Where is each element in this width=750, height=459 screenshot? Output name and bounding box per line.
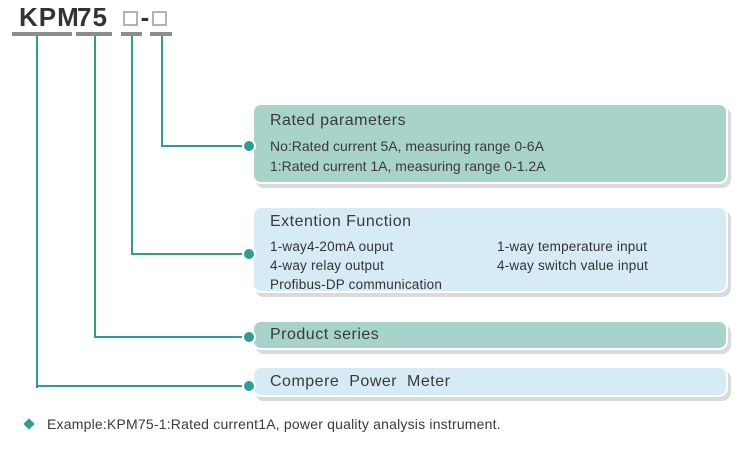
callout-rated-parameters: Rated parameters No:Rated current 5A, me… xyxy=(252,103,728,184)
extension-function-title: Extention Function xyxy=(270,213,412,230)
digit-placeholder-box-2 xyxy=(152,11,167,26)
underline-prefix xyxy=(12,32,72,36)
model-series-label: 75 xyxy=(77,2,108,32)
callout-extension-function: Extention Function 1-way4-20mA ouput 4-w… xyxy=(252,206,728,293)
rated-parameters-title: Rated parameters xyxy=(270,112,407,129)
extension-right-column: 1-way temperature input 4-way switch val… xyxy=(497,237,648,275)
connector-line-prefix-horizontal xyxy=(36,385,246,387)
connector-line-rated-horizontal xyxy=(161,145,246,147)
bullet-dot-rated xyxy=(242,139,256,153)
extension-item-switch-input: 4-way switch value input xyxy=(497,258,649,273)
extension-left-column: 1-way4-20mA ouput 4-way relay output Pro… xyxy=(270,237,442,294)
bullet-dot-power-meter xyxy=(242,379,256,393)
diamond-bullet-icon xyxy=(23,418,35,430)
bullet-dot-extension xyxy=(242,247,256,261)
underline-placeholder-2 xyxy=(150,32,172,36)
extension-item-analog-output: 1-way4-20mA ouput xyxy=(270,239,394,254)
rated-option-1a: 1:Rated current 1A, measuring range 0-1.… xyxy=(270,158,546,174)
extension-item-profibus: Profibus-DP communication xyxy=(270,277,443,292)
model-separator: - xyxy=(140,2,150,32)
underline-series xyxy=(76,32,112,36)
connector-line-rated-vertical xyxy=(161,36,163,147)
callout-product-series: Product series xyxy=(252,320,728,350)
connector-line-series-horizontal xyxy=(94,336,246,338)
product-series-title: Product series xyxy=(270,326,380,343)
connector-line-extension-vertical xyxy=(131,36,133,255)
extension-item-relay-output: 4-way relay output xyxy=(270,258,384,273)
example-text: Example:KPM75-1:Rated current1A, power q… xyxy=(47,416,501,432)
connector-line-series-vertical xyxy=(94,36,96,338)
rated-parameters-options: No:Rated current 5A, measuring range 0-6… xyxy=(270,136,546,176)
connector-line-prefix-vertical xyxy=(36,36,38,388)
bullet-dot-product-series xyxy=(242,330,256,344)
connector-line-extension-horizontal xyxy=(131,253,246,255)
digit-placeholder-box-1 xyxy=(123,11,138,26)
power-meter-title: Compere Power Meter xyxy=(270,372,451,390)
extension-item-temperature-input: 1-way temperature input xyxy=(497,239,648,254)
callout-power-meter: Compere Power Meter xyxy=(252,366,728,397)
rated-option-5a: No:Rated current 5A, measuring range 0-6… xyxy=(270,138,544,154)
model-prefix-label: KPM xyxy=(19,2,80,32)
underline-placeholder-1 xyxy=(121,32,142,36)
